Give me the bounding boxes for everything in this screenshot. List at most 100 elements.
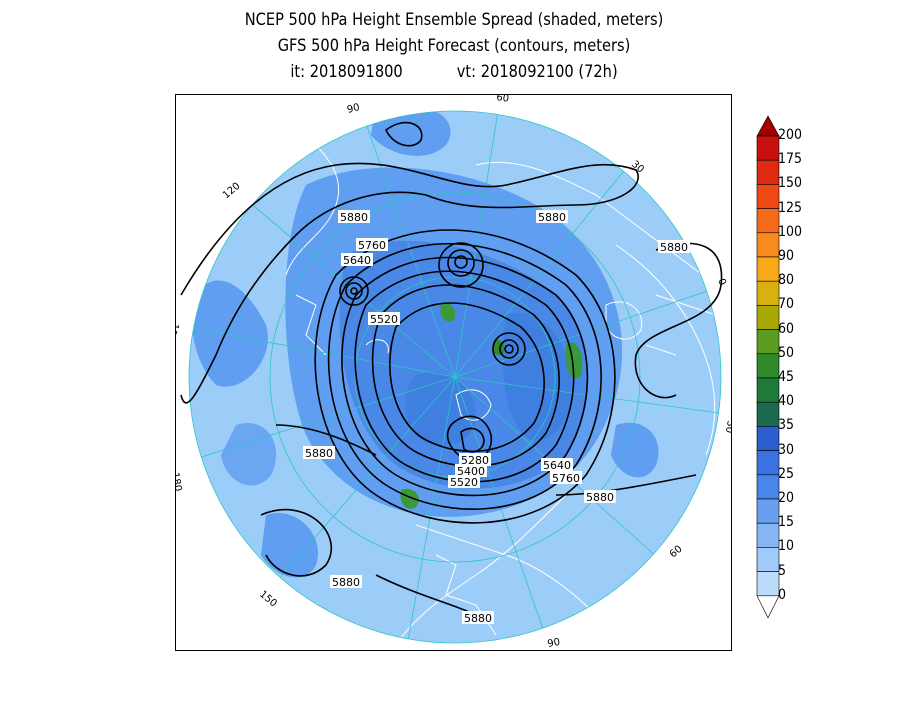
spread-region — [400, 488, 419, 509]
title-line-2: GFS 500 hPa Height Forecast (contours, m… — [277, 36, 631, 56]
contour-5880 — [260, 508, 333, 577]
meridian-label: 60 — [496, 95, 510, 105]
contour-label: 5880 — [538, 211, 566, 224]
contour-low — [492, 332, 526, 366]
colorbar-swatch — [756, 305, 780, 330]
colorbar-tick-label: 0 — [778, 586, 787, 603]
contour-low — [499, 339, 519, 359]
coastline — [645, 294, 717, 356]
contour-label: 5880 — [340, 211, 368, 224]
contour-label-box: 5880 — [330, 575, 362, 589]
colorbar-swatch — [756, 329, 780, 355]
contour-label: 5880 — [305, 447, 333, 460]
contour-low — [454, 255, 468, 269]
colorbar-tick-label: 200 — [778, 127, 803, 143]
contour-label-box: 5880 — [338, 210, 370, 224]
meridian-label: 120 — [221, 181, 243, 202]
colorbar-tick-label: 20 — [778, 490, 795, 506]
meridian-label: 180 — [176, 472, 183, 493]
meridian-line — [189, 376, 456, 466]
spread-region — [221, 423, 277, 486]
colorbar-swatch — [756, 184, 780, 209]
spread-region — [502, 313, 572, 441]
colorbar-tick-label: 45 — [778, 369, 795, 385]
meridian-line — [454, 376, 552, 643]
colorbar-swatch — [756, 135, 780, 161]
colorbar-swatch — [756, 280, 780, 306]
colorbar-tick-label: 40 — [778, 393, 795, 410]
contour-label: 5760 — [552, 472, 580, 485]
height-contours — [180, 121, 723, 616]
contour-5880 — [180, 162, 639, 404]
colorbar-tick-label: 100 — [778, 223, 803, 240]
contour-label-box: 5400 — [455, 464, 487, 478]
meridian-label: 30 — [723, 419, 732, 433]
meridian-label: 150 — [176, 321, 181, 343]
coastline — [605, 301, 643, 340]
contour-low — [350, 287, 358, 295]
map-disc-edge — [188, 110, 722, 644]
contour-label-box: 5520 — [448, 475, 480, 489]
spread-region — [611, 422, 659, 478]
colorbar-tick-label: 5 — [778, 562, 787, 579]
init-time-label: it: 2018091800 — [290, 62, 403, 82]
coastline — [365, 339, 389, 354]
colorbar-tick-label: 70 — [778, 296, 795, 313]
contour-ring — [314, 229, 616, 524]
contour-label-box: 5880 — [536, 210, 568, 224]
title-line-3: it: 2018091800 vt: 2018092100 (72h) — [64, 62, 845, 82]
meridian-label: 30 — [629, 159, 646, 176]
contour-label: 5640 — [543, 459, 571, 472]
meridian-line — [454, 154, 638, 378]
colorbar-swatch — [756, 547, 780, 572]
spread-region — [565, 342, 583, 379]
colorbar-tick-label: 25 — [778, 465, 795, 482]
contour-ring — [389, 302, 545, 453]
coastline — [395, 494, 567, 643]
meridian-line — [405, 376, 456, 643]
colorbar-swatch — [756, 353, 780, 379]
contour-label-box: 5880 — [462, 611, 494, 625]
colorbar-swatch — [756, 256, 780, 282]
polar-map: 60 30 0 30 60 90 120 150 180 150 120 90 … — [176, 95, 732, 650]
contour-ring — [341, 256, 589, 497]
contour-label-box: 5640 — [541, 458, 573, 472]
colorbar — [756, 115, 780, 619]
meridian-label: 90 — [346, 102, 361, 116]
colorbar-tick-label: 150 — [778, 175, 803, 192]
colorbar-tick-label: 10 — [778, 538, 795, 555]
colorbar-swatch — [756, 522, 780, 548]
latitude-circle — [269, 191, 641, 563]
contour-label-box: 5880 — [303, 446, 335, 460]
contour-low — [345, 282, 363, 300]
title-line-1: NCEP 500 hPa Height Ensemble Spread (sha… — [244, 10, 664, 30]
contour-label: 5280 — [461, 454, 489, 467]
colorbar-swatch — [756, 450, 780, 476]
colorbar-arrow-top — [756, 115, 780, 137]
colorbar-tick-label: 30 — [778, 441, 795, 458]
meridian-line — [255, 376, 456, 606]
colorbar-swatch — [756, 232, 780, 258]
colorbar-swatch — [756, 377, 780, 403]
meridian-line — [454, 111, 502, 378]
contour-label: 5880 — [464, 612, 492, 625]
coastline — [285, 134, 340, 276]
spread-region — [405, 372, 476, 446]
contour-5880 — [555, 474, 697, 496]
colorbar-swatch — [756, 159, 780, 185]
meridian-label: 60 — [668, 544, 685, 561]
colorbar-tick-label: 15 — [778, 514, 795, 531]
meridian-label: 0 — [715, 277, 728, 287]
spread-region — [261, 513, 318, 578]
contour-label: 5400 — [457, 465, 485, 478]
colorbar-swatch — [756, 474, 780, 500]
colorbar-tick-label: 90 — [778, 248, 795, 264]
coastline — [615, 244, 716, 456]
contour-ring — [354, 270, 575, 483]
contour-ring — [371, 284, 560, 467]
contour-label-box: 5520 — [368, 312, 400, 326]
map-panel: 60 30 0 30 60 90 120 150 180 150 120 90 … — [175, 94, 732, 651]
contour-5880 — [384, 121, 423, 147]
contour-label: 5640 — [343, 254, 371, 267]
colorbar-tick-label: 175 — [778, 151, 803, 168]
